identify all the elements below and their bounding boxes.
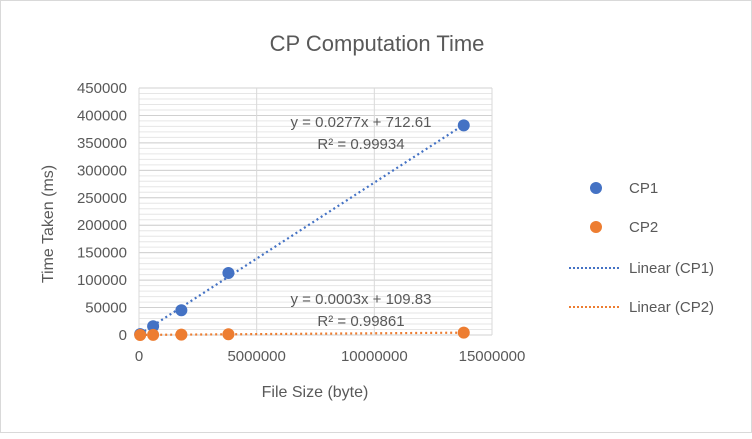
trendline-cp2-equation: y = 0.0003x + 109.83	[291, 291, 432, 308]
trendlines	[139, 123, 465, 337]
trendline-cp1-r2: R² = 0.99934	[317, 136, 404, 153]
trendline-cp2-r2: R² = 0.99861	[317, 313, 404, 330]
data-point-series-2	[222, 328, 235, 341]
y-axis-title: Time Taken (ms)	[40, 165, 57, 283]
trendline-series-1	[139, 123, 465, 335]
data-point-series-2	[457, 326, 470, 339]
data-point-series-1	[457, 119, 470, 132]
axes: 0 50000 100000 150000 200000 250000 300000 3500…	[77, 80, 525, 365]
legend-label-linear-cp1: Linear (CP1)	[629, 260, 714, 277]
y-tick-label: 250000	[77, 190, 127, 207]
data-point-series-1	[147, 320, 160, 333]
x-tick-label: 5000000	[227, 348, 285, 365]
data-point-series-2	[147, 328, 160, 341]
y-tick-label: 100000	[77, 272, 127, 289]
y-tick-label: 450000	[77, 80, 127, 97]
trendline-cp1-annotation: y = 0.0277x + 712.61 R² = 0.99934	[291, 114, 432, 153]
chart-title: CP Computation Time	[270, 31, 485, 56]
x-tick-label: 0	[135, 348, 143, 365]
trendline-cp1-equation: y = 0.0277x + 712.61	[291, 114, 432, 131]
x-axis-title: File Size (byte)	[262, 384, 369, 401]
legend-marker-cp1	[590, 182, 602, 194]
data-points	[134, 119, 470, 341]
y-tick-label: 300000	[77, 162, 127, 179]
legend-label-cp2: CP2	[629, 219, 658, 236]
data-point-series-2	[134, 328, 147, 341]
y-tick-label: 50000	[85, 300, 127, 317]
y-tick-label: 400000	[77, 107, 127, 124]
y-tick-label: 200000	[77, 217, 127, 234]
trendline-cp2-annotation: y = 0.0003x + 109.83 R² = 0.99861	[291, 291, 432, 330]
y-tick-label: 0	[119, 327, 127, 344]
y-tick-label: 150000	[77, 245, 127, 262]
legend: CP1 CP2 Linear (CP1) Linear (CP2)	[569, 180, 714, 316]
y-tick-label: 350000	[77, 135, 127, 152]
data-point-series-1	[222, 266, 235, 279]
x-tick-label: 10000000	[341, 348, 408, 365]
data-point-series-2	[175, 328, 188, 341]
legend-label-cp1: CP1	[629, 180, 658, 197]
gridlines	[138, 87, 493, 336]
legend-marker-cp2	[590, 221, 602, 233]
trendline-series-2	[140, 331, 464, 337]
data-point-series-1	[175, 304, 188, 317]
x-tick-label: 15000000	[459, 348, 526, 365]
legend-label-linear-cp2: Linear (CP2)	[629, 299, 714, 316]
